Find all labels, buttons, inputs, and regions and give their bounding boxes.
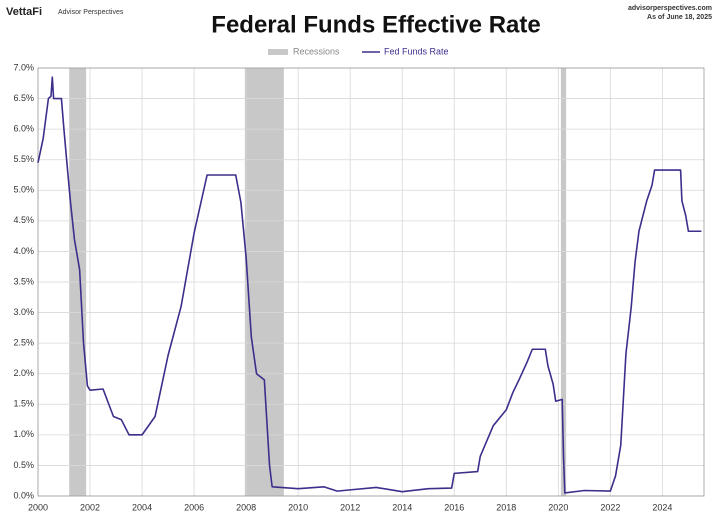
plot-frame: [37, 67, 705, 497]
x-tick-label: 2012: [340, 502, 360, 512]
y-tick-label: 0.0%: [13, 490, 34, 500]
x-tick-label: 2008: [236, 502, 256, 512]
x-tick-label: 2016: [444, 502, 464, 512]
x-tick-label: 2014: [392, 502, 412, 512]
x-tick-label: 2022: [600, 502, 620, 512]
x-tick-label: 2002: [80, 502, 100, 512]
y-tick-label: 2.0%: [13, 368, 34, 378]
chart-title: Federal Funds Effective Rate: [211, 11, 540, 38]
as-of: As of June 18, 2025: [647, 14, 712, 21]
legend-swatch: [268, 49, 288, 55]
y-tick-label: 5.5%: [13, 154, 34, 164]
x-tick-label: 2006: [184, 502, 204, 512]
y-tick-label: 7.0%: [13, 62, 34, 72]
y-tick-label: 6.5%: [13, 93, 34, 103]
y-tick-label: 3.0%: [13, 307, 34, 317]
brand-sub: Advisor Perspectives: [58, 9, 124, 16]
x-tick-label: 2004: [132, 502, 152, 512]
x-tick-label: 2010: [288, 502, 308, 512]
rate-line: [37, 76, 702, 494]
y-tick-label: 3.5%: [13, 276, 34, 286]
y-tick-label: 0.5%: [13, 460, 34, 470]
x-tick-label: 2000: [28, 502, 48, 512]
y-tick-label: 4.5%: [13, 215, 34, 225]
x-tick-label: 2020: [548, 502, 568, 512]
y-tick-label: 4.0%: [13, 246, 34, 256]
y-tick-label: 5.0%: [13, 185, 34, 195]
x-tick-label: 2018: [496, 502, 516, 512]
legend-label: Recessions: [293, 46, 340, 56]
y-tick-label: 2.5%: [13, 338, 34, 348]
legend-label: Fed Funds Rate: [384, 46, 449, 56]
y-tick-label: 1.0%: [13, 429, 34, 439]
site: advisorperspectives.com: [628, 5, 712, 12]
x-tick-label: 2024: [652, 502, 672, 512]
y-tick-label: 6.0%: [13, 124, 34, 134]
y-tick-label: 1.5%: [13, 399, 34, 409]
brand: VettaFi: [6, 6, 42, 18]
